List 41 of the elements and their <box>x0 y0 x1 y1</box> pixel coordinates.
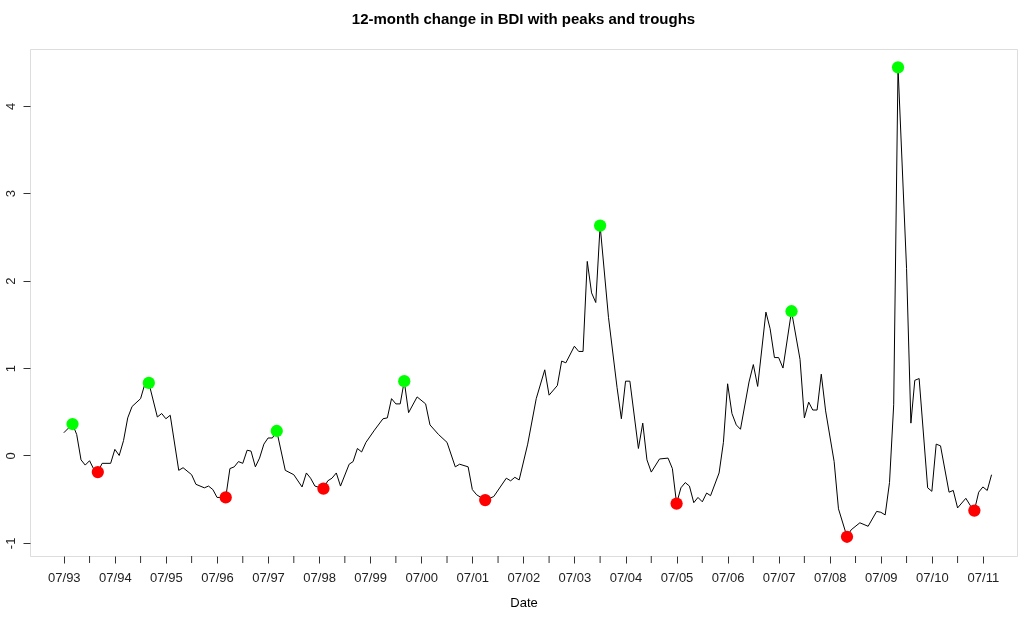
x-tick-label: 07/10 <box>916 569 949 585</box>
x-tick-label: 07/03 <box>558 569 592 585</box>
point <box>593 219 607 232</box>
x-tick-label: 07/01 <box>456 569 490 585</box>
y-tick-label: -1 <box>2 537 18 550</box>
point <box>219 491 232 504</box>
y-tick-label: 3 <box>2 190 18 198</box>
y-tick-label: 4 <box>2 102 18 110</box>
point <box>91 465 104 479</box>
chart-title: 12-month change in BDI with peaks and troughs <box>351 10 696 27</box>
x-tick-label: 07/11 <box>967 569 1000 585</box>
x-tick-label: 07/06 <box>711 569 745 585</box>
x-tick-label: 07/05 <box>660 569 694 585</box>
point <box>317 482 330 495</box>
x-tick-label: 07/09 <box>865 569 898 585</box>
x-tick-label: 07/94 <box>99 569 132 585</box>
point <box>840 530 854 543</box>
point <box>66 417 79 431</box>
x-tick-label: 07/98 <box>303 569 336 585</box>
point <box>891 61 905 74</box>
x-axis-title: Date <box>510 594 538 610</box>
x-tick-label: 07/99 <box>354 569 387 585</box>
y-tick-label: 1 <box>2 364 18 373</box>
point <box>270 424 283 438</box>
x-tick-label: 07/04 <box>609 569 643 585</box>
x-tick-label: 07/95 <box>150 569 183 585</box>
y-tick-label: 2 <box>2 277 18 285</box>
point <box>968 504 981 517</box>
point <box>670 497 683 510</box>
point <box>398 375 411 388</box>
x-tick-label: 07/02 <box>507 569 541 585</box>
x-tick-label: 07/00 <box>405 569 439 585</box>
x-tick-label: 07/08 <box>814 569 847 585</box>
point <box>142 376 155 390</box>
x-tick-label: 07/07 <box>762 569 796 585</box>
x-tick-label: 07/96 <box>201 569 234 585</box>
x-tick-label: 07/97 <box>252 569 285 585</box>
x-tick-label: 07/93 <box>48 569 81 585</box>
point <box>785 305 798 318</box>
y-tick-label: 0 <box>2 452 18 460</box>
point <box>479 493 492 507</box>
